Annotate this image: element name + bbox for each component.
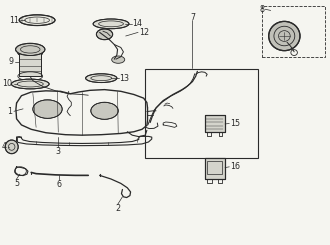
Text: 12: 12 — [139, 28, 149, 37]
Text: 1: 1 — [8, 107, 13, 116]
Ellipse shape — [112, 56, 125, 63]
Text: 3: 3 — [56, 147, 61, 156]
Bar — [19, 53, 41, 76]
Bar — [205, 115, 225, 132]
Bar — [205, 158, 225, 179]
Text: 16: 16 — [230, 162, 240, 171]
Bar — [262, 6, 325, 57]
Ellipse shape — [16, 43, 45, 56]
Ellipse shape — [91, 102, 118, 119]
Text: 13: 13 — [119, 74, 129, 83]
Ellipse shape — [18, 48, 43, 58]
Bar — [205, 115, 225, 132]
Text: 11: 11 — [9, 16, 19, 25]
Ellipse shape — [269, 21, 300, 51]
Ellipse shape — [5, 140, 18, 154]
Ellipse shape — [96, 29, 113, 40]
Text: 2: 2 — [115, 204, 120, 213]
Bar — [145, 69, 258, 158]
Text: 9: 9 — [9, 57, 14, 66]
Ellipse shape — [19, 15, 55, 25]
Bar — [208, 161, 222, 174]
Text: 4: 4 — [2, 142, 7, 151]
Text: 8: 8 — [259, 5, 264, 14]
Text: 6: 6 — [56, 180, 61, 189]
Ellipse shape — [11, 79, 49, 89]
Bar — [19, 53, 41, 76]
Bar — [205, 158, 225, 179]
Text: 5: 5 — [14, 179, 19, 187]
Ellipse shape — [85, 74, 117, 83]
Text: 10: 10 — [3, 79, 13, 88]
Ellipse shape — [93, 19, 129, 29]
Text: 7: 7 — [190, 13, 195, 22]
Text: 14: 14 — [132, 19, 142, 28]
Ellipse shape — [33, 100, 62, 118]
Text: 15: 15 — [230, 119, 240, 128]
